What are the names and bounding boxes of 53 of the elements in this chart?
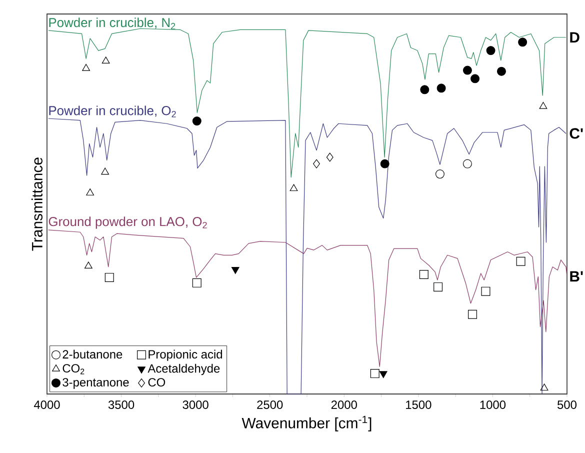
point — [468, 310, 478, 319]
x-tick-label: 1000 — [480, 400, 506, 409]
legend-label: CO$_{2}$ — [62, 364, 84, 374]
point — [82, 64, 90, 71]
point — [481, 286, 490, 296]
point — [326, 152, 334, 162]
series-label: Ground powder on LAO, O$_{2}$ — [48, 216, 207, 229]
point — [379, 371, 388, 378]
series-label: Powder in crucible, O$_{2}$ — [49, 106, 176, 118]
point — [436, 84, 446, 93]
point — [516, 256, 526, 266]
x-tick-label: 1500 — [406, 400, 432, 409]
point — [462, 159, 472, 168]
point — [486, 46, 496, 56]
x-tick-label: 2000 — [331, 400, 357, 409]
legend-label: Propionic acid — [148, 350, 222, 361]
legend-label: Acetaldehyde — [148, 364, 220, 376]
point — [313, 159, 320, 168]
point — [86, 188, 94, 196]
legend-label: CO — [148, 378, 166, 387]
text: D — [570, 32, 580, 43]
x-tick-label: 3000 — [182, 400, 208, 409]
point — [192, 116, 202, 126]
x-tick-label: 2500 — [257, 400, 283, 409]
text: B' — [570, 271, 583, 282]
point — [434, 282, 443, 292]
point — [420, 85, 430, 94]
point — [518, 38, 528, 47]
text: C' — [570, 128, 583, 139]
x-tick-label: 4000 — [34, 400, 60, 409]
point — [101, 168, 110, 175]
x-tick-label: 3500 — [108, 400, 134, 409]
point — [496, 66, 506, 76]
point — [102, 56, 110, 64]
point — [380, 159, 390, 168]
point — [290, 184, 298, 192]
y-axis-title: Transmittance — [32, 158, 42, 251]
point — [104, 272, 114, 282]
point — [84, 262, 92, 269]
point — [539, 102, 548, 109]
point — [462, 66, 472, 75]
point — [231, 267, 240, 274]
legend-label: 2-butanone — [62, 350, 122, 359]
x-axis-title: Wavenumber [cm$^{-1}$] — [242, 416, 372, 432]
point — [435, 170, 444, 179]
point — [470, 74, 480, 84]
series-label: Powder in crucible, N$_{2}$ — [49, 18, 176, 30]
legend-label: 3-pentanone — [62, 378, 129, 389]
point — [419, 270, 428, 280]
point — [370, 369, 380, 378]
x-tick-label: 500 — [558, 400, 577, 409]
point — [540, 384, 548, 391]
point — [192, 278, 202, 288]
